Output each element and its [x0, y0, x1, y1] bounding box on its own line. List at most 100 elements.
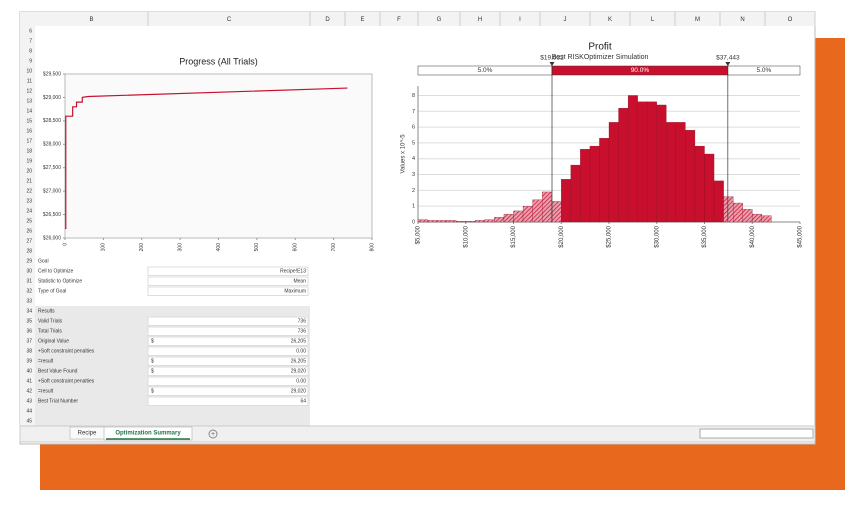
- tab-label[interactable]: Recipe: [78, 431, 97, 437]
- row-header: 42: [26, 388, 32, 394]
- y-tick-label: $26,000: [43, 235, 61, 241]
- x-tick-label: $5,000: [416, 225, 422, 244]
- table-label: +Soft constraint penalties: [38, 378, 95, 384]
- value-cell: [147, 316, 309, 326]
- chart-title: Progress (All Trials): [179, 56, 258, 66]
- histogram-bar: [723, 196, 734, 223]
- row-header: 15: [26, 118, 32, 124]
- x-tick-label: 700: [331, 243, 337, 252]
- column-header: J: [564, 17, 567, 23]
- histogram-bar: [456, 221, 466, 223]
- y-tick-label: 7: [412, 109, 415, 115]
- y-tick-label: 8: [412, 93, 415, 99]
- table-value: Mean: [293, 278, 306, 284]
- add-sheet-icon[interactable]: +: [211, 431, 215, 438]
- y-tick-label: $29,500: [43, 71, 61, 77]
- row-header: 24: [26, 208, 32, 214]
- x-tick-label: $15,000: [511, 225, 517, 247]
- scrollbar[interactable]: [699, 428, 814, 439]
- histogram-bar: [694, 145, 705, 223]
- row-header: 20: [26, 168, 32, 174]
- y-tick-label: 4: [412, 156, 415, 162]
- histogram-bar: [494, 217, 505, 223]
- row-header: 6: [29, 28, 32, 34]
- row-header: 26: [26, 228, 32, 234]
- y-tick-label: 2: [412, 188, 415, 194]
- add-sheet[interactable]: [208, 429, 218, 439]
- row-header: 36: [26, 328, 32, 334]
- value-cell: [147, 286, 309, 296]
- row-header: 13: [26, 98, 32, 104]
- row-header: 10: [26, 68, 32, 74]
- row-header: 33: [26, 298, 32, 304]
- histogram-bar: [484, 219, 495, 223]
- table-label: Valid Trials: [38, 318, 63, 324]
- table-value: 736: [298, 328, 307, 334]
- plot-area: [64, 73, 373, 239]
- x-tick-label: $25,000: [607, 225, 613, 247]
- column-header: M: [695, 17, 700, 23]
- table-value: 29,020: [291, 368, 307, 374]
- histogram-bar: [713, 180, 724, 223]
- value-cell: [147, 326, 309, 336]
- y-tick-label: 5: [412, 140, 415, 146]
- table-value: 0.00: [296, 378, 306, 384]
- y-tick-label: 3: [412, 172, 415, 178]
- histogram-bar: [608, 122, 619, 223]
- currency: $: [151, 388, 154, 394]
- y-tick-label: 0: [412, 219, 415, 225]
- x-tick-label: $45,000: [798, 225, 804, 247]
- x-tick-label: 300: [177, 243, 183, 252]
- row-header: 32: [26, 288, 32, 294]
- column-header: L: [651, 17, 655, 23]
- histogram-bar: [685, 130, 696, 223]
- histogram-bar: [503, 213, 514, 223]
- table-label: Cell to Optimize: [38, 268, 74, 274]
- table-label: Statistic to Optimize: [38, 278, 82, 284]
- column-header: E: [360, 17, 364, 23]
- y-tick-label: $28,500: [43, 118, 61, 124]
- histogram-bar: [551, 201, 562, 223]
- histogram-bar: [666, 122, 676, 223]
- table-value: Recipe!E13: [280, 268, 306, 274]
- row-header: 45: [26, 418, 32, 424]
- y-tick-label: 1: [412, 204, 415, 210]
- row-header: 17: [26, 138, 32, 144]
- region-label: 90.0%: [631, 67, 650, 74]
- tab-label[interactable]: Optimization Summary: [115, 431, 181, 437]
- x-tick-label: 800: [369, 243, 375, 252]
- currency: $: [151, 358, 154, 364]
- histogram-bar: [475, 220, 485, 223]
- value-cell: [147, 366, 309, 376]
- histogram-bar: [570, 164, 581, 223]
- histogram-bar: [561, 179, 571, 223]
- y-tick-label: $27,500: [43, 165, 61, 171]
- row-header: 35: [26, 318, 32, 324]
- histogram-bar: [752, 213, 762, 223]
- column-header: C: [227, 17, 232, 23]
- table-value: 0.00: [296, 348, 306, 354]
- row-header: 11: [27, 78, 32, 84]
- histogram-bar: [580, 149, 591, 223]
- region-label: 5.0%: [757, 67, 772, 74]
- x-tick-label: 200: [139, 243, 145, 252]
- y-tick-label: $27,000: [43, 188, 61, 194]
- row-header: 23: [26, 198, 32, 204]
- histogram-bar: [742, 209, 753, 223]
- column-header: I: [519, 17, 521, 23]
- delimiter-label: $37,443: [716, 55, 740, 62]
- row-header: 12: [26, 88, 32, 94]
- delimiter-label: $19,032: [540, 55, 564, 62]
- row-header: 19: [26, 158, 32, 164]
- y-tick-label: 6: [412, 125, 415, 131]
- tab-active[interactable]: [103, 426, 193, 441]
- x-tick-label: 0: [62, 243, 68, 246]
- table-label: Best Value Found: [38, 368, 78, 374]
- column-header: D: [325, 17, 330, 23]
- row-header: 29: [26, 258, 32, 264]
- value-cell: [147, 276, 309, 286]
- histogram-bar: [589, 145, 600, 223]
- x-tick-label: 100: [101, 243, 107, 252]
- region-label: 5.0%: [478, 67, 493, 74]
- progress-line: [65, 87, 348, 229]
